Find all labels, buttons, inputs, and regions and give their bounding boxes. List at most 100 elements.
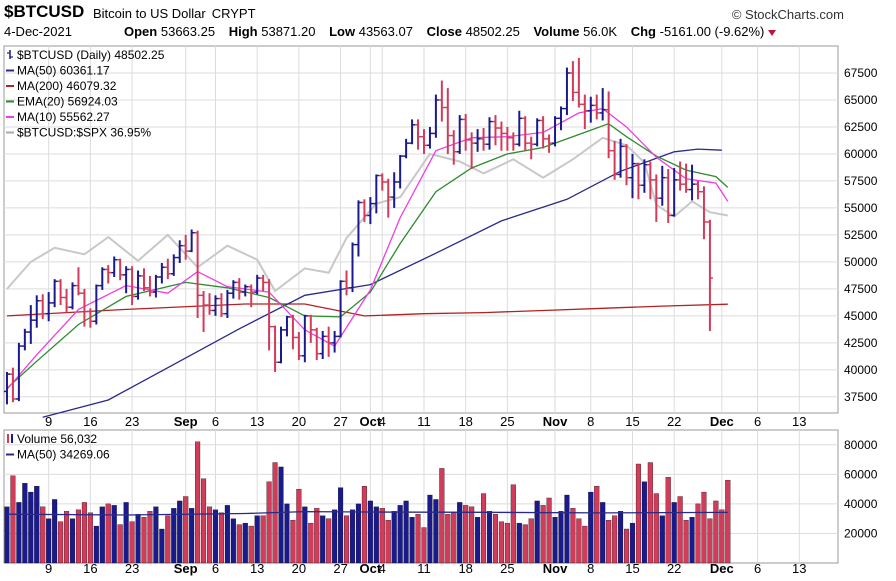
volume-bar [10,475,16,564]
volume-bar [58,521,64,564]
price-tick-label: 42500 [844,336,878,350]
ohlc-bar [117,258,124,281]
volume-bar [421,527,427,564]
volume-bar [260,515,266,564]
ohlc-bar [617,138,624,178]
price-tick-label: 45000 [844,309,878,323]
volume-bar [540,505,546,564]
volume-bar [445,514,451,564]
ohlc-bar [623,144,630,186]
ohlc-bar [557,106,564,131]
legend-ma10: MA(10) 55562.27 [17,110,110,124]
x-tick-label: Sep [174,414,198,429]
volume-bar [93,525,99,564]
ohlc-bar [39,294,46,320]
ohlc-bar [301,314,308,363]
volume-bar [552,517,558,564]
price-tick-label: 67500 [844,66,878,80]
volume-bar [69,518,76,564]
volume-tick-label: 20000 [844,526,878,540]
volume-bar [504,522,510,564]
change-value: -5161.00 (-9.62%) [659,24,765,39]
ohlc-bar [63,288,70,313]
x-tick-label: 11 [417,414,431,429]
volume-bar [218,512,224,564]
legend-rel: $BTCUSD:$SPX 36.95% [17,126,151,140]
price-tick-label: 52500 [844,228,878,242]
ohlc-bar [683,163,690,193]
chart-header: $BTCUSD Bitcoin to US Dollar CRYPT © Stoc… [0,0,896,44]
ohlc-bar [194,230,201,319]
ohlc-bar [641,159,648,193]
ohlc-bar [599,88,606,121]
volume-bar [635,463,641,564]
volume-bar [64,511,70,564]
ohlc-bar [665,169,672,224]
quote-date: 4-Dec-2021 [4,24,72,39]
volume-bar [189,508,195,564]
volume-bar [701,491,707,564]
x-tick-label: 9 [45,561,52,576]
x-tick-label: 18 [458,414,472,429]
volume-bar [212,509,219,564]
volume-bar [141,517,147,564]
ohlc-bar [361,199,368,222]
ohlc-bar [81,288,88,327]
x-tick-label: 13 [250,561,264,576]
ohlc-bar [266,279,273,351]
ohlc-bar [158,262,165,284]
volume-bar [201,478,207,564]
ohlc-bar [319,330,326,360]
volume-bar [206,506,213,564]
ohlc-bar [403,138,410,159]
volume-bar [510,484,516,564]
ohlc-legend-icon [7,50,13,59]
volume-bar [4,506,10,564]
volume-bar [135,514,141,564]
ohlc-bar [212,295,219,316]
ohlc-bar [278,326,285,364]
volume-bar [653,493,659,564]
ohlc-bar [689,164,696,201]
volume-bar [87,512,93,564]
ohlc-bar [504,126,511,151]
volume-bar [570,508,576,564]
ohlc-bar [587,96,594,123]
volume-bar [427,494,433,564]
volume-bar [492,514,498,564]
x-tick-label: 13 [792,414,806,429]
ohlc-bar [700,186,707,240]
ohlc-bar [409,119,416,145]
volume-bar [28,491,34,564]
volume-bar [236,524,242,564]
ohlc-bar [563,67,570,116]
x-tick-label: 6 [754,414,761,429]
volume-tick-label: 60000 [844,467,878,481]
volume-bar [403,500,409,564]
ohlc-bar [498,121,505,151]
volume-bar [475,517,481,564]
x-tick-label: 13 [792,561,806,576]
volume-bar [534,500,540,564]
x-tick-label: Dec [710,561,734,576]
ohlc-bar [111,256,118,277]
ohlc-bar [420,129,427,154]
volume-bar [522,524,528,564]
volume-bar [528,518,534,564]
high-value: 53871.20 [261,24,316,39]
volume-bar [516,522,522,564]
volume-bar [600,502,606,564]
price-tick-label: 55000 [844,201,878,215]
brand-logo[interactable]: © StockCharts.com [731,7,844,22]
volume-tick-label: 40000 [844,497,878,511]
ohlc-bar [254,274,261,295]
volume-bar [373,506,379,564]
volume-bar [379,508,385,564]
x-tick-label: 13 [250,414,264,429]
ohlc-bar [546,134,553,153]
ohlc-bar [75,267,82,296]
price-tick-label: 40000 [844,363,878,377]
volume-bar [81,502,87,564]
low-value: 43563.07 [358,24,413,39]
